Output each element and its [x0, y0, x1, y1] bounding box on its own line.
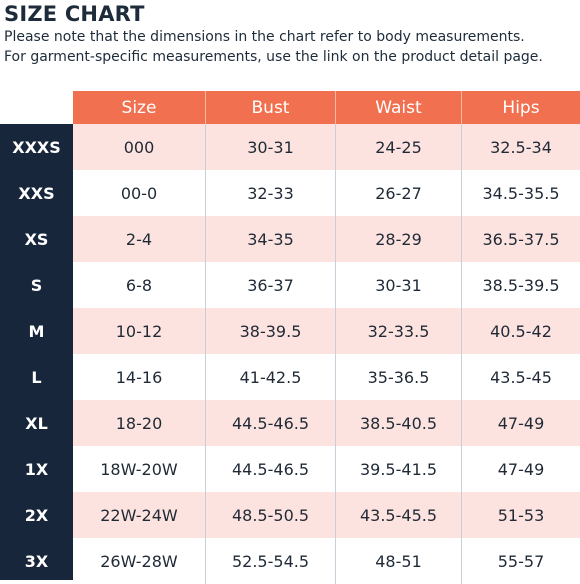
table-row: 000 30-31 24-25 32.5-34	[73, 124, 580, 170]
size-label: XXXS	[12, 137, 61, 157]
size-label: S	[30, 275, 43, 295]
size-cell: 26W-28W	[100, 551, 178, 571]
table-header-row: Size Bust Waist Hips	[73, 91, 580, 124]
hips-cell: 47-49	[461, 446, 580, 492]
size-label: 3X	[24, 551, 49, 571]
waist-cell: 48-51	[335, 538, 461, 584]
bust-cell: 38-39.5	[205, 308, 335, 354]
page-title: SIZE CHART	[4, 2, 145, 26]
size-label: 2X	[24, 505, 49, 525]
waist-cell: 28-29	[335, 216, 461, 262]
table-row: 2-4 34-35 28-29 36.5-37.5	[73, 216, 580, 262]
size-cell: 10-12	[115, 321, 163, 341]
bust-cell: 52.5-54.5	[205, 538, 335, 584]
size-cell: 00-0	[120, 183, 158, 203]
bust-cell: 44.5-46.5	[205, 400, 335, 446]
hips-cell: 32.5-34	[461, 124, 580, 170]
table-row: 14-16 41-42.5 35-36.5 43.5-45	[73, 354, 580, 400]
size-label: 1X	[24, 459, 49, 479]
hips-cell: 36.5-37.5	[461, 216, 580, 262]
table-row: 10-12 38-39.5 32-33.5 40.5-42	[73, 308, 580, 354]
note-line-1: Please note that the dimensions in the c…	[4, 29, 525, 45]
waist-cell: 32-33.5	[335, 308, 461, 354]
waist-cell: 39.5-41.5	[335, 446, 461, 492]
size-cell: 18W-20W	[100, 459, 178, 479]
size-table-body: 000 30-31 24-25 32.5-34 00-0 32-33 26-27…	[73, 124, 580, 584]
hips-cell: 51-53	[461, 492, 580, 538]
bust-cell: 36-37	[205, 262, 335, 308]
table-row: 18-20 44.5-46.5 38.5-40.5 47-49	[73, 400, 580, 446]
table-row: 26W-28W 52.5-54.5 48-51 55-57	[73, 538, 580, 584]
note-line-2: For garment-specific measurements, use t…	[4, 49, 543, 65]
waist-cell: 24-25	[335, 124, 461, 170]
hips-cell: 55-57	[461, 538, 580, 584]
table-row: 6-8 36-37 30-31 38.5-39.5	[73, 262, 580, 308]
hips-cell: 38.5-39.5	[461, 262, 580, 308]
size-label: XS	[24, 229, 49, 249]
size-cell: 14-16	[115, 367, 163, 387]
size-cell: 000	[123, 137, 155, 157]
column-header-waist: Waist	[335, 91, 461, 124]
column-header-size: Size	[121, 97, 157, 118]
waist-cell: 38.5-40.5	[335, 400, 461, 446]
waist-cell: 35-36.5	[335, 354, 461, 400]
size-label-column: XXXS XXS XS S M L XL 1X 2X 3X	[0, 124, 73, 580]
waist-cell: 30-31	[335, 262, 461, 308]
hips-cell: 34.5-35.5	[461, 170, 580, 216]
bust-cell: 44.5-46.5	[205, 446, 335, 492]
table-row: 22W-24W 48.5-50.5 43.5-45.5 51-53	[73, 492, 580, 538]
bust-cell: 32-33	[205, 170, 335, 216]
size-cell: 22W-24W	[100, 505, 178, 525]
bust-cell: 48.5-50.5	[205, 492, 335, 538]
table-row: 00-0 32-33 26-27 34.5-35.5	[73, 170, 580, 216]
size-cell: 2-4	[125, 229, 153, 249]
size-cell: 18-20	[115, 413, 163, 433]
bust-cell: 41-42.5	[205, 354, 335, 400]
table-row: 18W-20W 44.5-46.5 39.5-41.5 47-49	[73, 446, 580, 492]
size-label: XXS	[18, 183, 55, 203]
size-cell: 6-8	[125, 275, 153, 295]
column-header-bust: Bust	[205, 91, 335, 124]
column-header-hips: Hips	[461, 91, 580, 124]
waist-cell: 43.5-45.5	[335, 492, 461, 538]
size-label: XL	[25, 413, 48, 433]
hips-cell: 43.5-45	[461, 354, 580, 400]
hips-cell: 40.5-42	[461, 308, 580, 354]
bust-cell: 30-31	[205, 124, 335, 170]
bust-cell: 34-35	[205, 216, 335, 262]
size-label: M	[28, 321, 45, 341]
hips-cell: 47-49	[461, 400, 580, 446]
size-label: L	[31, 367, 42, 387]
waist-cell: 26-27	[335, 170, 461, 216]
